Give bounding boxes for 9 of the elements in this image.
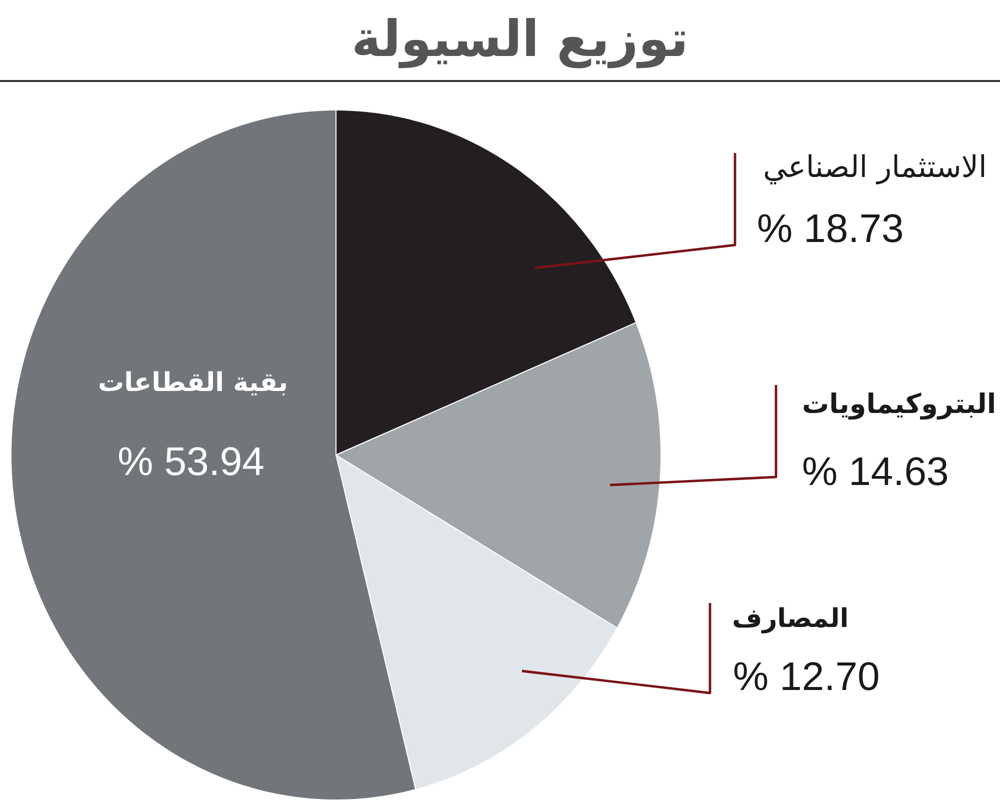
slice-label: البتروكيماويات: [802, 389, 996, 420]
data-label: % 12.70: [733, 655, 880, 699]
data-label: % 18.73: [757, 207, 904, 251]
data-label: % 53.94: [118, 440, 264, 484]
chart-title: توزيع السيولة: [352, 10, 688, 69]
slice-label: المصارف: [732, 604, 849, 634]
slice-label: بقية القطاعات: [98, 368, 288, 398]
slice-label: الاستثمار الصناعي: [763, 150, 987, 185]
data-label: % 14.63: [802, 450, 949, 494]
